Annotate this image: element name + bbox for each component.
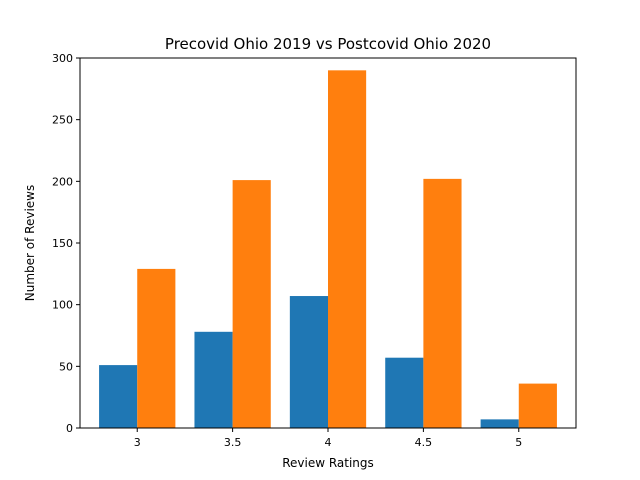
bar-series1-3_5 bbox=[194, 331, 233, 428]
y-axis-label: Number of Reviews bbox=[23, 185, 37, 301]
x-tick-label: 4.5 bbox=[415, 436, 433, 449]
bar-series2-3 bbox=[137, 268, 176, 428]
bar-series1-4 bbox=[289, 296, 328, 428]
bar-series2-5 bbox=[518, 383, 557, 428]
x-tick-label: 5 bbox=[515, 436, 522, 449]
x-tick-label: 3.5 bbox=[224, 436, 242, 449]
bar-series2-3_5 bbox=[232, 180, 271, 428]
x-tick-label: 3 bbox=[134, 436, 141, 449]
y-tick-label: 50 bbox=[59, 360, 73, 373]
bars-group bbox=[99, 70, 557, 428]
y-tick-label: 150 bbox=[52, 237, 73, 250]
bar-series1-3 bbox=[99, 365, 138, 428]
y-tick-label: 100 bbox=[52, 299, 73, 312]
y-tick-label: 300 bbox=[52, 52, 73, 65]
x-axis-label: Review Ratings bbox=[282, 456, 374, 470]
bar-series1-4_5 bbox=[385, 357, 424, 428]
chart-title: Precovid Ohio 2019 vs Postcovid Ohio 202… bbox=[165, 35, 491, 53]
x-axis-ticks: 3 3.5 4 4.5 5 bbox=[134, 428, 522, 449]
y-axis-ticks: 0 50 100 150 200 250 300 bbox=[52, 52, 80, 435]
bar-series2-4 bbox=[328, 70, 367, 428]
bar-series2-4_5 bbox=[423, 178, 462, 428]
x-tick-label: 4 bbox=[325, 436, 332, 449]
y-tick-label: 200 bbox=[52, 175, 73, 188]
y-tick-label: 0 bbox=[66, 422, 73, 435]
bar-series1-5 bbox=[480, 419, 519, 428]
y-tick-label: 250 bbox=[52, 114, 73, 127]
